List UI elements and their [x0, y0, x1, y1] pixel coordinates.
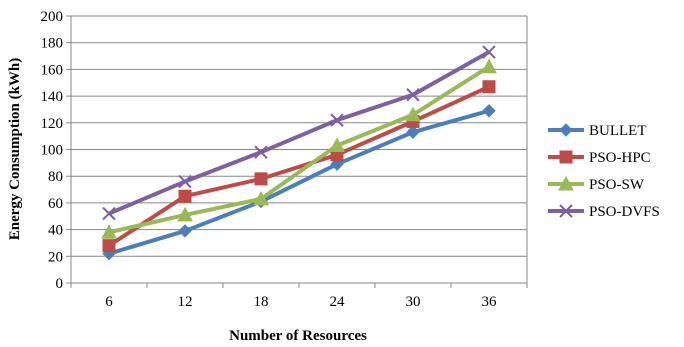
legend-label: PSO-HPC: [589, 150, 651, 166]
x-tick-label: 12: [178, 294, 193, 310]
x-tick-label: 18: [254, 294, 269, 310]
data-point-x: [102, 206, 116, 221]
tick-labels: 0 20 40 60 80 100 120 140 160 180 200 6 12 18 24 30 36: [41, 9, 498, 310]
y-tick-label: 0: [56, 276, 64, 292]
legend: BULLET PSO-HPC PSO-SW PSO-DVFS: [548, 123, 660, 220]
y-tick-label: 20: [48, 249, 63, 265]
x-tick-label: 36: [482, 294, 498, 310]
data-point-diamond: [482, 104, 496, 118]
data-point-diamond: [559, 123, 573, 137]
y-tick-label: 100: [41, 143, 64, 159]
data-series: [101, 45, 497, 261]
series-line: [108, 65, 491, 235]
legend-item: BULLET: [548, 123, 647, 139]
x-tick-label: 6: [105, 294, 113, 310]
series-pso-dvfs: [102, 45, 496, 221]
data-point-x: [178, 174, 192, 189]
legend-item: PSO-SW: [548, 175, 645, 193]
data-point-triangle: [329, 137, 345, 152]
data-point-triangle: [405, 106, 421, 122]
y-tick-label: 80: [48, 169, 63, 185]
series-line: [108, 108, 490, 256]
data-point-x: [482, 45, 496, 59]
data-point-diamond: [406, 125, 420, 139]
legend-item: PSO-HPC: [548, 150, 651, 166]
y-tick-label: 60: [48, 196, 63, 212]
data-point-x: [559, 204, 573, 218]
y-tick-label: 120: [41, 116, 64, 132]
x-axis-title: Number of Resources: [229, 328, 367, 344]
data-point-square: [559, 150, 573, 164]
x-tick-label: 30: [406, 294, 421, 310]
legend-label: BULLET: [589, 123, 647, 139]
data-point-square: [254, 172, 268, 186]
data-point-x: [254, 145, 268, 159]
legend-label: PSO-DVFS: [589, 204, 660, 220]
y-tick-label: 200: [41, 9, 64, 25]
data-point-triangle: [253, 190, 269, 206]
data-point-square: [178, 189, 192, 203]
data-point-triangle: [558, 175, 574, 191]
series-line: [108, 50, 490, 216]
y-tick-label: 160: [41, 62, 64, 78]
data-point-triangle: [101, 224, 117, 239]
data-point-triangle: [177, 206, 193, 222]
axes: [66, 15, 528, 288]
series-line: [107, 84, 490, 248]
data-point-triangle: [481, 58, 497, 74]
data-point-x: [406, 88, 420, 102]
legend-label: PSO-SW: [589, 177, 645, 193]
data-point-square: [482, 80, 496, 94]
series-pso-hpc: [102, 80, 496, 253]
data-point-square: [102, 239, 116, 253]
legend-item: PSO-DVFS: [548, 204, 660, 220]
y-tick-label: 180: [41, 36, 64, 52]
y-axis-title: Energy Consumption (kWh): [7, 58, 23, 241]
y-tick-label: 40: [48, 223, 63, 239]
y-tick-label: 140: [41, 89, 64, 105]
data-point-x: [330, 113, 344, 127]
series-pso-sw: [101, 58, 497, 239]
x-tick-label: 24: [330, 294, 346, 310]
data-point-diamond: [178, 224, 192, 238]
series-bullet: [102, 104, 496, 261]
